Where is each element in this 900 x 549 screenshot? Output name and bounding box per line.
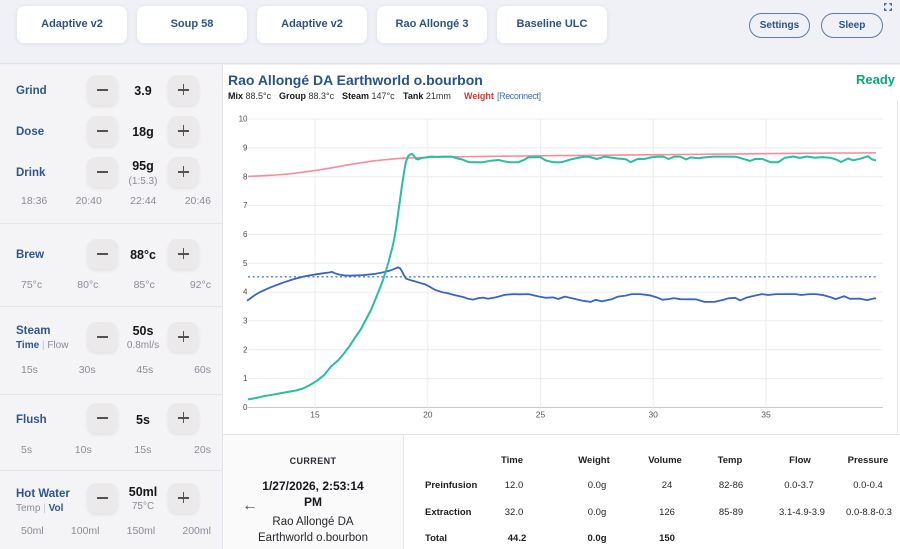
svg-text:0: 0	[243, 403, 248, 412]
svg-text:4: 4	[243, 288, 248, 297]
svg-text:6: 6	[243, 230, 248, 239]
svg-text:2: 2	[243, 345, 248, 354]
svg-text:20: 20	[423, 410, 433, 420]
svg-text:1: 1	[243, 374, 248, 383]
svg-text:3: 3	[243, 317, 248, 326]
svg-text:25: 25	[536, 410, 546, 420]
svg-text:7: 7	[243, 201, 248, 210]
svg-text:10: 10	[239, 115, 248, 124]
svg-text:35: 35	[761, 410, 771, 420]
svg-text:5: 5	[243, 259, 248, 268]
svg-text:9: 9	[243, 143, 248, 152]
svg-text:8: 8	[243, 172, 248, 181]
svg-text:30: 30	[648, 410, 658, 420]
svg-text:15: 15	[310, 410, 320, 420]
